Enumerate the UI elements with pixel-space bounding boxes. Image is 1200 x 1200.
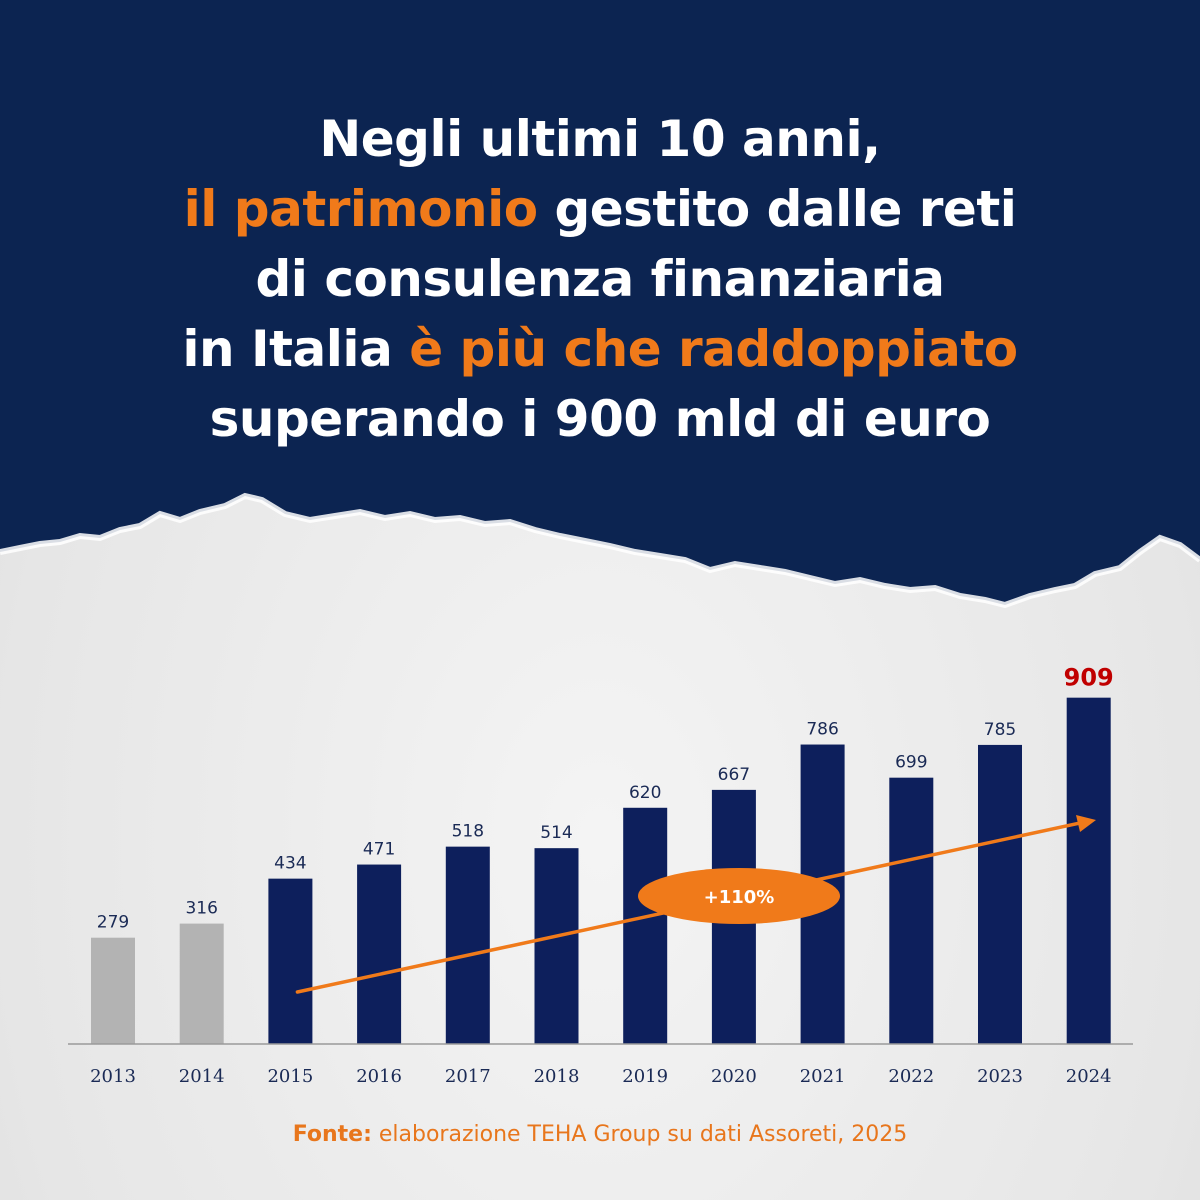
source-text: elaborazione TEHA Group su dati Assoreti…: [371, 1122, 908, 1147]
x-tick-2024: 2024: [1066, 1066, 1112, 1087]
x-tick-2015: 2015: [267, 1066, 313, 1087]
x-tick-2023: 2023: [977, 1066, 1023, 1087]
data-label-2020: 667: [718, 765, 750, 785]
headline-highlight-patrimonio: il patrimonio: [183, 180, 538, 238]
x-tick-2018: 2018: [534, 1066, 580, 1087]
data-label-2021: 786: [806, 720, 838, 740]
x-tick-2016: 2016: [356, 1066, 402, 1087]
data-label-2019: 620: [629, 783, 661, 803]
data-label-2013: 279: [97, 913, 129, 933]
headline-line-5: superando i 900 mld di euro: [209, 390, 991, 448]
data-label-2016: 471: [363, 840, 395, 860]
source-label: Fonte:: [292, 1122, 372, 1147]
data-label-2018: 514: [540, 823, 572, 843]
x-tick-2019: 2019: [622, 1066, 668, 1087]
headline-line-3: di consulenza finanziaria: [255, 250, 945, 308]
source-note: Fonte: elaborazione TEHA Group su dati A…: [0, 1122, 1200, 1147]
bar-2017: [445, 846, 490, 1044]
bar-2022: [889, 777, 934, 1044]
x-tick-2021: 2021: [800, 1066, 846, 1087]
x-tick-2022: 2022: [888, 1066, 934, 1087]
bar-2016: [357, 864, 402, 1044]
x-tick-2020: 2020: [711, 1066, 757, 1087]
data-label-2022: 699: [895, 753, 927, 773]
data-label-2024: 909: [1064, 664, 1114, 692]
headline-line-2: il patrimonio gestito dalle reti: [0, 174, 1200, 244]
x-tick-2017: 2017: [445, 1066, 491, 1087]
bar-2023: [978, 744, 1022, 1044]
bar-2014: [179, 923, 224, 1044]
data-label-2015: 434: [274, 854, 306, 874]
bar-2018: [534, 848, 579, 1044]
header-background: [0, 0, 1200, 609]
headline-highlight-raddoppiato: è più che raddoppiato: [409, 320, 1018, 378]
bar-2015: [268, 878, 313, 1044]
bar-2024: [1066, 697, 1111, 1044]
data-label-2014: 316: [185, 899, 217, 919]
bar-2019: [623, 807, 668, 1044]
headline-line-1: Negli ultimi 10 anni,: [319, 110, 881, 168]
headline: Negli ultimi 10 anni, il patrimonio gest…: [0, 104, 1200, 454]
data-label-2023: 785: [984, 720, 1016, 740]
bar-2013: [91, 937, 135, 1044]
headline-line-2-rest: gestito dalle reti: [537, 180, 1017, 238]
trend-arrow-head: [1076, 815, 1096, 832]
growth-annotation: +110%: [704, 887, 775, 908]
data-label-2017: 518: [452, 822, 484, 842]
x-tick-2013: 2013: [90, 1066, 136, 1087]
headline-line-4: in Italia è più che raddoppiato: [0, 314, 1200, 384]
headline-line-4-start: in Italia: [182, 320, 410, 378]
growth-badge: [638, 868, 840, 924]
x-tick-2014: 2014: [179, 1066, 225, 1087]
